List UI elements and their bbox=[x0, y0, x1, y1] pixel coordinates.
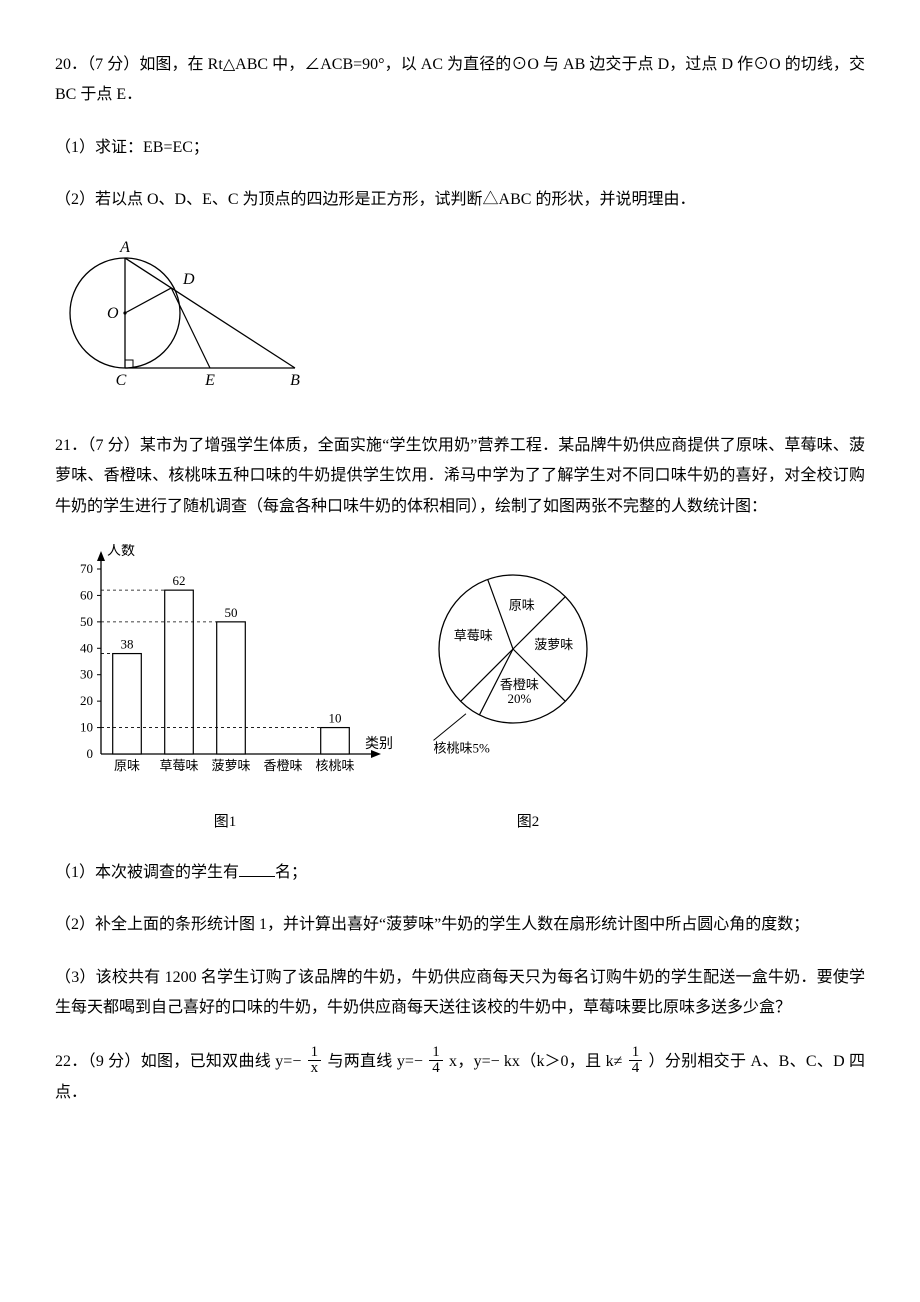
q21-p1-b: 名； bbox=[275, 864, 307, 881]
svg-text:60: 60 bbox=[80, 588, 93, 603]
line-ab bbox=[125, 258, 295, 368]
svg-text:50: 50 bbox=[80, 614, 93, 629]
svg-text:香橙味: 香橙味 bbox=[500, 677, 539, 692]
pie-chart-container: 原味菠萝味香橙味20% 核桃味5% 草莓味 图2 bbox=[413, 544, 643, 836]
q21-part1: （1）本次被调查的学生有 名； bbox=[55, 858, 865, 888]
label-o: O bbox=[107, 305, 119, 322]
svg-text:38: 38 bbox=[121, 637, 134, 652]
pie-caption: 图2 bbox=[413, 808, 643, 837]
svg-text:香橙味: 香橙味 bbox=[263, 758, 302, 773]
q20-part2: （2）若以点 O、D、E、C 为顶点的四边形是正方形，试判断△ABC 的形状，并… bbox=[55, 185, 865, 215]
q21-charts: 010203040506070人数类别38原味62草莓味50菠萝味香橙味10核桃… bbox=[55, 544, 865, 836]
q20-points: （7 分） bbox=[87, 56, 139, 73]
q22-a: 如图，已知双曲线 y=− bbox=[141, 1053, 302, 1070]
svg-text:20: 20 bbox=[80, 693, 93, 708]
q21-text: 某市为了增强学生体质，全面实施“学生饮用奶”营养工程．某品牌牛奶供应商提供了原味… bbox=[55, 437, 865, 515]
bar-chart-container: 0 10 20 30 40 50 60 70 人数类别 38 原味 62 草莓味 50 菠萝味香橙味 10 核桃… bbox=[55, 544, 395, 836]
label-e: E bbox=[204, 372, 215, 389]
bar-chart-svg: 0 10 20 30 40 50 60 70 人数类别 38 原味 62 草莓味 50 菠萝味香橙味 10 核桃… bbox=[55, 544, 395, 794]
frac-1-over-x: 1x bbox=[308, 1045, 322, 1078]
bar-caption: 图1 bbox=[55, 808, 395, 837]
line-od bbox=[125, 288, 171, 313]
q21-stem: 21．（7 分）某市为了增强学生体质，全面实施“学生饮用奶”营养工程．某品牌牛奶… bbox=[55, 431, 865, 522]
svg-text:菠萝味: 菠萝味 bbox=[211, 758, 250, 773]
svg-text:核桃味: 核桃味 bbox=[315, 758, 354, 773]
q21-part2: （2）补全上面的条形统计图 1，并计算出喜好“菠萝味”牛奶的学生人数在扇形统计图… bbox=[55, 910, 865, 940]
q22-b: 与两直线 y=− bbox=[327, 1053, 422, 1070]
point-o-dot bbox=[123, 311, 126, 314]
svg-text:0: 0 bbox=[87, 746, 94, 761]
label-c: C bbox=[116, 372, 127, 389]
q22-c: x，y=− kx（k＞0，且 k≠ bbox=[449, 1053, 622, 1070]
q21-points: （7 分） bbox=[87, 437, 140, 454]
svg-text:10: 10 bbox=[80, 720, 93, 735]
svg-text:62: 62 bbox=[173, 573, 186, 588]
q22-points: （9 分） bbox=[88, 1053, 141, 1070]
q21-p1-a: （1）本次被调查的学生有 bbox=[55, 864, 239, 881]
right-angle-icon bbox=[125, 360, 133, 368]
q20-svg: A D O C E B bbox=[55, 238, 305, 398]
q22-stem: 22．（9 分）如图，已知双曲线 y=− 1x 与两直线 y=− 14 x，y=… bbox=[55, 1046, 865, 1109]
q20-figure: A D O C E B bbox=[55, 238, 865, 409]
label-d: D bbox=[182, 271, 195, 288]
svg-text:核桃味5%: 核桃味5% bbox=[434, 740, 491, 755]
q21-number: 21． bbox=[55, 437, 87, 454]
svg-text:草莓味: 草莓味 bbox=[159, 758, 198, 773]
label-b: B bbox=[290, 372, 300, 389]
q20-part1: （1）求证：EB=EC； bbox=[55, 133, 865, 163]
q20-number: 20． bbox=[55, 56, 87, 73]
svg-text:草莓味: 草莓味 bbox=[454, 628, 493, 643]
svg-text:人数: 人数 bbox=[107, 544, 135, 559]
pie-chart-svg: 原味菠萝味香橙味20% 核桃味5% 草莓味 bbox=[413, 544, 643, 794]
svg-text:40: 40 bbox=[80, 640, 93, 655]
frac-1-over-4-b: 14 bbox=[629, 1045, 643, 1078]
svg-text:50: 50 bbox=[225, 605, 238, 620]
frac-1-over-4-a: 14 bbox=[429, 1045, 443, 1078]
answer-blank[interactable] bbox=[239, 858, 275, 877]
q22-number: 22． bbox=[55, 1053, 88, 1070]
label-a: A bbox=[119, 239, 130, 256]
svg-text:原味: 原味 bbox=[114, 758, 140, 773]
svg-text:类别: 类别 bbox=[365, 736, 393, 752]
svg-text:30: 30 bbox=[80, 667, 93, 682]
q20-stem: 20．（7 分）如图，在 Rt△ABC 中，∠ACB=90°，以 AC 为直径的… bbox=[55, 50, 865, 111]
svg-text:原味: 原味 bbox=[509, 597, 535, 612]
svg-text:70: 70 bbox=[80, 561, 93, 576]
svg-text:10: 10 bbox=[329, 711, 342, 726]
svg-text:20%: 20% bbox=[507, 691, 531, 706]
q21-part3: （3）该校共有 1200 名学生订购了该品牌的牛奶，牛奶供应商每天只为每名订购牛… bbox=[55, 963, 865, 1024]
q20-text: 如图，在 Rt△ABC 中，∠ACB=90°，以 AC 为直径的⊙O 与 AB … bbox=[55, 56, 865, 103]
svg-text:菠萝味: 菠萝味 bbox=[534, 637, 573, 652]
